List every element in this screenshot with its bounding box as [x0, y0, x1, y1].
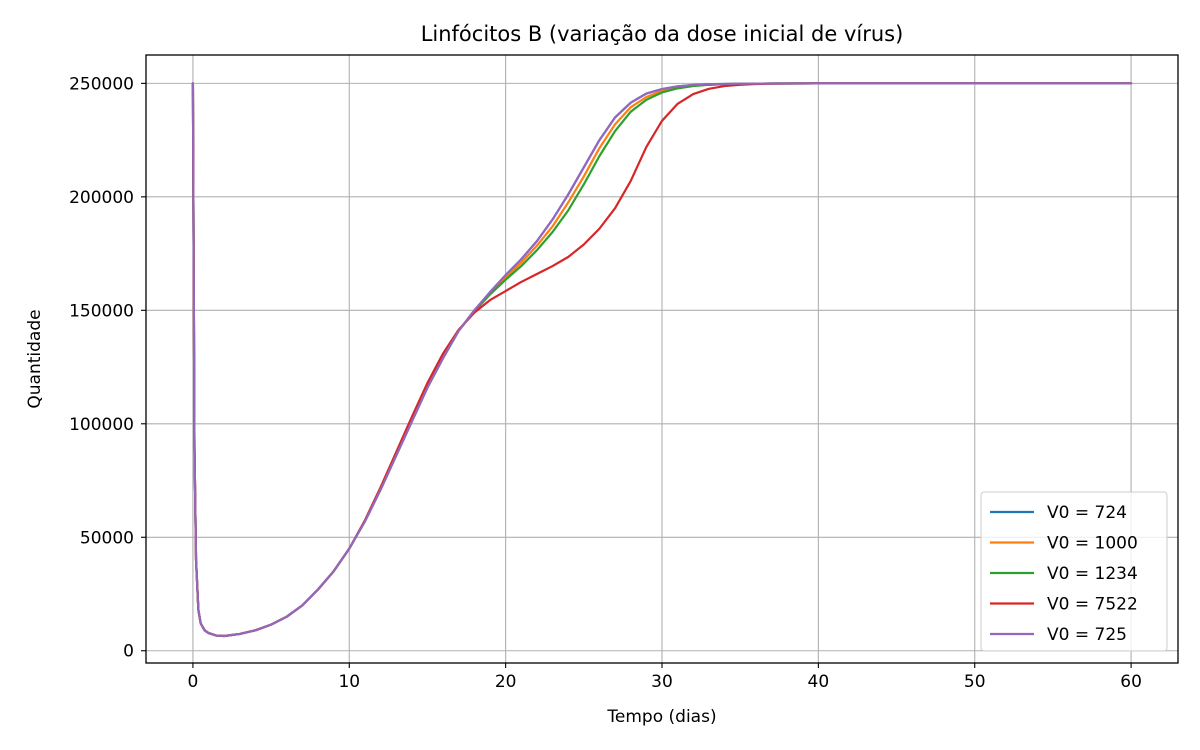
- ticks-group: 0 10 20 30 40 50 60 0 50000 100000 150000 200000 250…: [69, 74, 1142, 692]
- y-axis-label: Quantidade: [25, 309, 45, 408]
- chart-title: Linfócitos B (variação da dose inicial d…: [421, 22, 904, 46]
- x-tick-label: 30: [651, 672, 673, 692]
- y-tick-label: 100000: [69, 415, 134, 435]
- y-tick-label: 0: [123, 642, 134, 662]
- legend-label: V0 = 725: [1047, 625, 1127, 645]
- y-tick-label: 150000: [69, 301, 134, 321]
- x-tick-label: 0: [187, 672, 198, 692]
- series-group: [191, 82, 1133, 638]
- legend-label: V0 = 7522: [1047, 595, 1138, 615]
- legend-label: V0 = 724: [1047, 503, 1127, 523]
- y-tick-label: 50000: [80, 528, 134, 548]
- legend-box: [980, 491, 1168, 652]
- x-tick-label: 50: [964, 672, 986, 692]
- x-tick-label: 10: [338, 672, 360, 692]
- legend-label: V0 = 1234: [1047, 564, 1138, 584]
- y-tick-label: 200000: [69, 188, 134, 208]
- legend-label: V0 = 1000: [1047, 534, 1138, 554]
- y-tick-label: 250000: [69, 74, 134, 94]
- series-line-5: [191, 82, 1133, 638]
- x-tick-label: 60: [1120, 672, 1142, 692]
- legend: V0 = 724 V0 = 1000 V0 = 1234 V0 = 7522 V0 = …: [980, 491, 1168, 652]
- x-tick-label: 40: [808, 672, 830, 692]
- x-axis-label: Tempo (dias): [606, 707, 716, 727]
- x-tick-label: 20: [495, 672, 517, 692]
